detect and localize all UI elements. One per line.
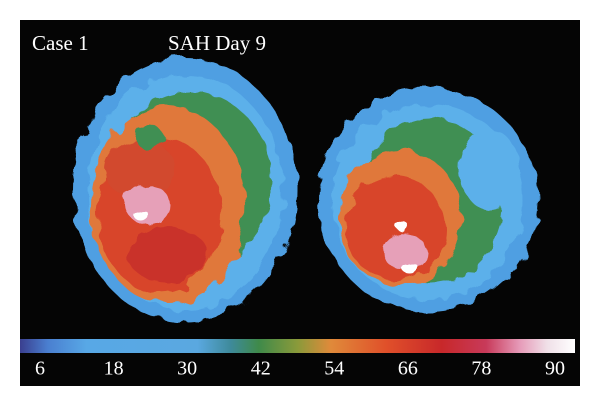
scale-tick-label: 66: [398, 358, 418, 380]
color-scale-labels: 6 18 30 42 54 66 78 90: [35, 358, 565, 380]
scale-tick-label: 18: [104, 358, 124, 380]
condition-label: SAH Day 9: [168, 31, 266, 55]
color-scale-bar: [20, 339, 575, 353]
scale-tick-label: 54: [324, 358, 344, 380]
left-brain-scan: [73, 58, 297, 322]
case-label: Case 1: [32, 31, 89, 55]
scale-tick-label: 42: [251, 358, 271, 380]
right-brain-scan: [318, 88, 538, 312]
scale-tick-label: 6: [35, 358, 45, 380]
scale-tick-label: 78: [471, 358, 491, 380]
scale-tick-label: 30: [177, 358, 197, 380]
scale-tick-label: 90: [545, 358, 565, 380]
